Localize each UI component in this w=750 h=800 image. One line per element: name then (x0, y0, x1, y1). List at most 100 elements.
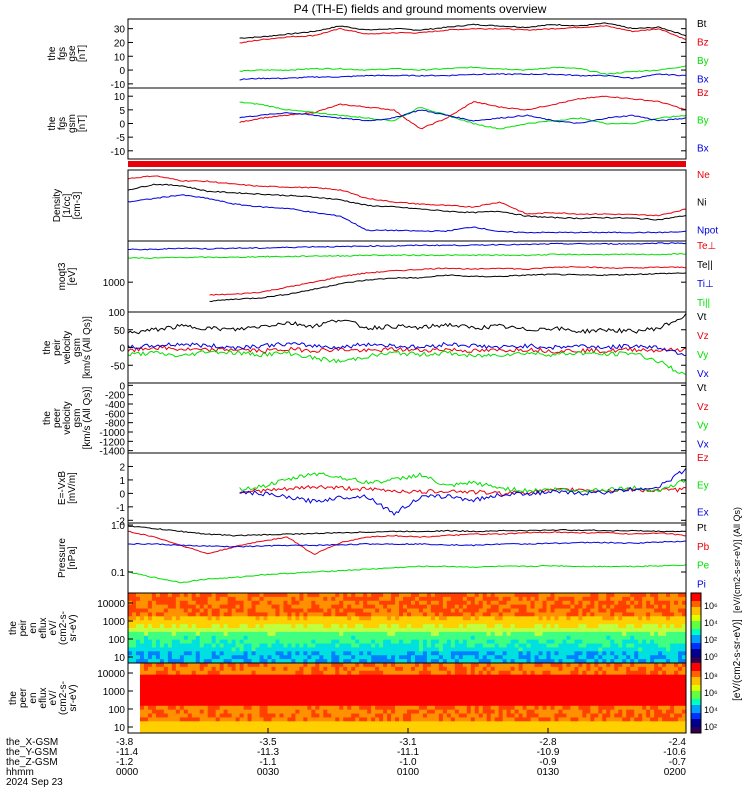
heatmap-cell (410, 655, 416, 660)
heatmap-cell (614, 608, 619, 613)
heatmap-cell (666, 643, 671, 648)
heatmap-cell (582, 639, 587, 644)
heatmap-cell (486, 678, 492, 683)
heatmap-cell (458, 647, 464, 652)
heatmap-cell (343, 651, 348, 656)
heatmap-cell (403, 631, 408, 637)
heatmap-cell (291, 600, 296, 606)
heatmap-cell (518, 701, 523, 707)
heatmap-cell (307, 674, 312, 679)
heatmap-cell (510, 663, 516, 668)
y-axis-label: peer (18, 687, 29, 708)
heatmap-cell (223, 709, 229, 714)
heatmap-cell (622, 628, 627, 633)
heatmap-cell (422, 698, 428, 703)
heatmap-cell (363, 659, 368, 664)
heatmap-cell (486, 612, 492, 617)
heatmap-cell (287, 686, 292, 691)
heatmap-cell (474, 670, 480, 676)
heatmap-cell (211, 604, 217, 609)
heatmap-cell (654, 600, 659, 606)
heatmap-cell (434, 620, 440, 625)
heatmap-cell (395, 674, 400, 679)
heatmap-cell (430, 655, 436, 660)
heatmap-cell (375, 709, 380, 714)
heatmap-cell (271, 604, 276, 609)
heatmap-cell (558, 682, 563, 687)
heatmap-cell (219, 624, 225, 629)
heatmap-cell (323, 651, 328, 656)
heatmap-cell (458, 631, 464, 637)
heatmap-cell (574, 721, 579, 726)
heatmap-cell (139, 674, 145, 679)
heatmap-cell (454, 698, 460, 703)
heatmap-cell (315, 628, 320, 633)
heatmap-cell (622, 682, 627, 687)
heatmap-cell (407, 709, 412, 714)
heatmap-cell (558, 635, 563, 641)
heatmap-cell (610, 639, 615, 644)
heatmap-cell (307, 604, 312, 609)
heatmap-cell (367, 612, 372, 617)
heatmap-cell (163, 631, 169, 637)
heatmap-cell (598, 655, 603, 660)
y-axis-label: eflux (38, 617, 49, 638)
heatmap-cell (151, 616, 157, 621)
heatmap-cell (566, 631, 571, 637)
heatmap-cell (486, 651, 492, 656)
heatmap-cell (327, 620, 332, 625)
heatmap-cell (622, 678, 627, 683)
heatmap-cell (650, 600, 655, 606)
heatmap-cell (147, 639, 153, 644)
heatmap-cell (662, 624, 667, 629)
heatmap-cell (674, 678, 679, 683)
heatmap-cell (303, 690, 308, 695)
heatmap-cell (403, 709, 408, 714)
heatmap-cell (462, 616, 468, 621)
heatmap-cell (450, 604, 456, 609)
heatmap-cell (590, 682, 595, 687)
heatmap-cell (359, 631, 364, 637)
heatmap-cell (239, 643, 244, 648)
heatmap-cell (175, 647, 181, 652)
legend-entry: Ti|| (697, 298, 710, 309)
heatmap-cell (243, 705, 248, 711)
heatmap-cell (355, 709, 360, 714)
heatmap-cell (430, 647, 436, 652)
heatmap-cell (259, 596, 264, 602)
heatmap-cell (351, 705, 356, 711)
heatmap-cell (666, 717, 671, 722)
heatmap-cell (395, 620, 400, 625)
heatmap-cell (247, 686, 252, 691)
heatmap-cell (283, 663, 288, 668)
heatmap-cell (143, 612, 149, 617)
heatmap-cell (562, 631, 567, 637)
heatmap-cell (311, 717, 316, 722)
heatmap-cell (195, 620, 201, 625)
heatmap-cell (610, 608, 615, 613)
heatmap-cell (319, 620, 324, 625)
heatmap-cell (367, 604, 372, 609)
heatmap-cell (303, 709, 308, 714)
heatmap-cell (395, 694, 400, 699)
heatmap-cell (363, 686, 368, 691)
heatmap-cell (578, 713, 583, 718)
heatmap-cell (159, 604, 165, 609)
heatmap-cell (255, 682, 260, 687)
heatmap-cell (418, 698, 424, 703)
heatmap-cell (323, 616, 328, 621)
heatmap-cell (562, 709, 567, 714)
heatmap-cell (343, 678, 348, 683)
heatmap-cell (482, 655, 488, 660)
heatmap-cell (482, 713, 488, 718)
heatmap-cell (502, 717, 508, 722)
heatmap-cell (642, 694, 647, 699)
heatmap-cell (546, 593, 551, 598)
heatmap-cell (554, 721, 559, 726)
legend-entry: Ne (697, 170, 710, 181)
heatmap-cell (618, 631, 623, 637)
heatmap-cell (526, 694, 531, 699)
heatmap-cell (331, 682, 336, 687)
heatmap-cell (462, 694, 468, 699)
